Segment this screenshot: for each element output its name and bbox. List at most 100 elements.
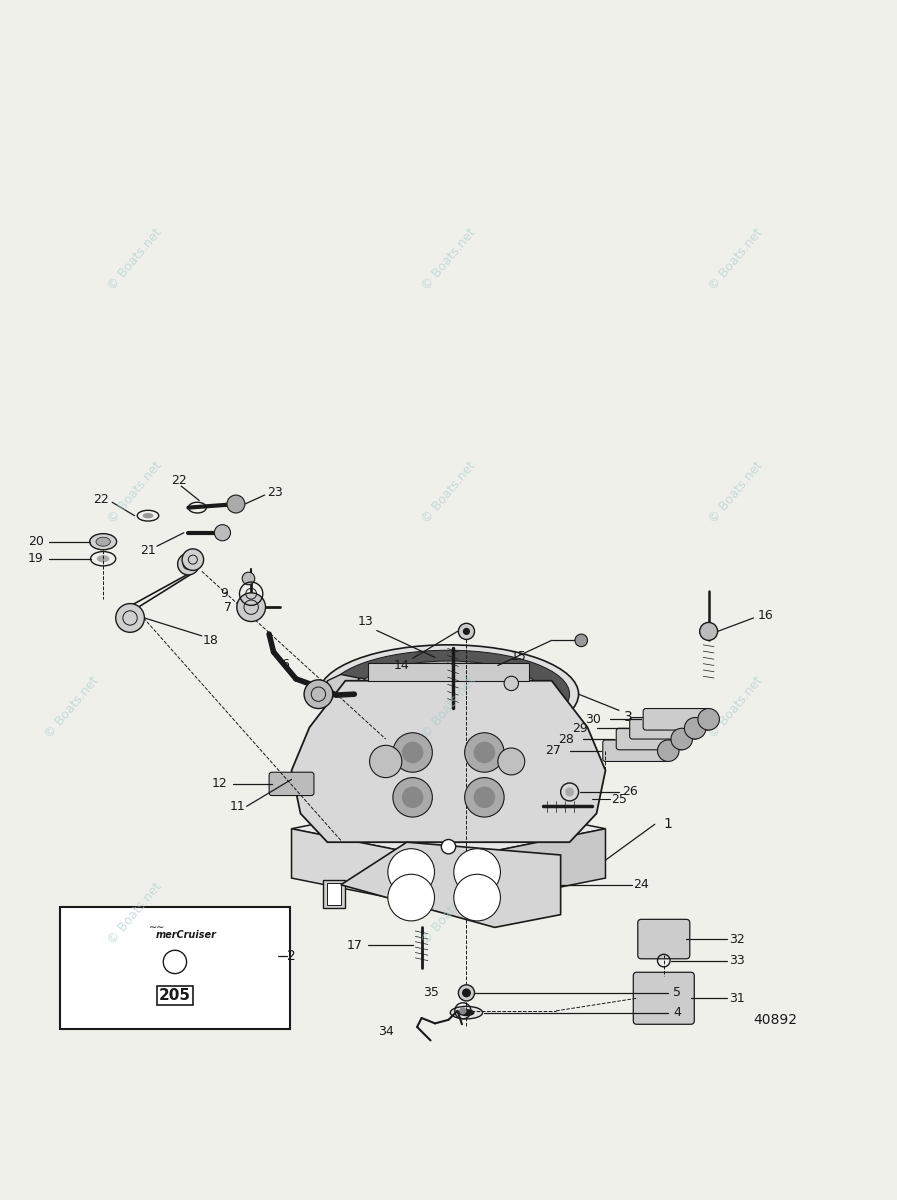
Text: 23: 23 [267,486,283,499]
Ellipse shape [354,678,369,710]
Circle shape [463,628,470,635]
Circle shape [393,733,432,773]
FancyBboxPatch shape [60,907,290,1028]
Text: 26: 26 [622,786,638,798]
Circle shape [684,718,706,739]
Circle shape [182,548,204,570]
Circle shape [393,778,432,817]
Text: 32: 32 [729,932,745,946]
Circle shape [370,745,402,778]
Circle shape [658,740,679,762]
Polygon shape [292,797,605,860]
Ellipse shape [458,1009,475,1016]
Ellipse shape [318,644,579,744]
Ellipse shape [354,661,543,727]
Circle shape [441,840,456,854]
Circle shape [242,572,255,584]
Text: © Boats.net: © Boats.net [706,674,765,742]
Text: 40892: 40892 [753,1013,797,1027]
Polygon shape [292,829,448,910]
Circle shape [575,634,588,647]
Text: 6: 6 [282,658,289,671]
Text: 12: 12 [212,778,228,791]
FancyBboxPatch shape [633,972,694,1025]
Text: © Boats.net: © Boats.net [105,226,164,293]
Circle shape [671,728,692,750]
Text: 15: 15 [510,650,527,664]
Circle shape [178,553,199,575]
Text: merCruiser: merCruiser [156,930,216,940]
Text: 30: 30 [585,713,601,726]
Text: © Boats.net: © Boats.net [105,458,164,526]
Text: 205: 205 [159,989,191,1003]
Polygon shape [292,680,605,842]
Circle shape [458,623,475,640]
Polygon shape [341,842,561,928]
Text: 7: 7 [224,601,231,613]
Circle shape [474,786,495,808]
Polygon shape [323,880,345,907]
Circle shape [565,787,574,797]
Ellipse shape [90,534,117,550]
Circle shape [698,708,719,730]
FancyBboxPatch shape [638,919,690,959]
Text: 11: 11 [230,800,246,812]
Ellipse shape [96,538,110,546]
Circle shape [402,742,423,763]
Circle shape [227,496,245,512]
Text: 14: 14 [394,659,410,672]
Text: 35: 35 [423,986,440,1000]
Text: 20: 20 [28,535,44,548]
Circle shape [700,623,718,641]
Text: 13: 13 [358,616,374,628]
FancyBboxPatch shape [603,740,671,762]
Text: © Boats.net: © Boats.net [105,881,164,947]
Circle shape [459,1007,466,1014]
Text: © Boats.net: © Boats.net [419,458,478,526]
Text: 1: 1 [664,817,673,832]
Text: © Boats.net: © Boats.net [706,226,765,293]
Circle shape [388,848,434,895]
Circle shape [402,786,423,808]
Text: 3: 3 [623,709,632,724]
Circle shape [116,604,144,632]
Text: 4: 4 [674,1006,681,1019]
Text: ∼∼: ∼∼ [149,922,165,932]
Text: © Boats.net: © Boats.net [419,881,478,947]
Circle shape [304,680,333,708]
Text: 9: 9 [221,587,228,600]
Ellipse shape [426,685,471,703]
Text: 5: 5 [674,986,681,1000]
Polygon shape [448,829,605,910]
Text: 28: 28 [558,732,574,745]
Ellipse shape [143,512,153,518]
Text: 24: 24 [633,878,649,892]
Ellipse shape [327,650,570,738]
Ellipse shape [97,556,109,563]
Text: © Boats.net: © Boats.net [42,674,101,742]
Circle shape [462,989,471,997]
FancyBboxPatch shape [643,708,711,730]
Text: 34: 34 [378,1025,394,1038]
Text: 25: 25 [611,793,627,805]
Circle shape [465,733,504,773]
Text: 31: 31 [729,991,745,1004]
Circle shape [474,742,495,763]
Ellipse shape [450,1007,483,1019]
FancyBboxPatch shape [616,728,684,750]
Text: © Boats.net: © Boats.net [419,226,478,293]
Circle shape [504,677,518,690]
FancyBboxPatch shape [630,718,698,739]
Text: 21: 21 [140,544,156,557]
Text: 27: 27 [544,744,561,757]
Polygon shape [368,662,529,680]
Text: © Boats.net: © Boats.net [419,674,478,742]
Circle shape [454,848,501,895]
Text: 16: 16 [757,608,773,622]
Text: 22: 22 [171,474,187,487]
Circle shape [465,778,504,817]
Circle shape [388,875,434,920]
Polygon shape [327,674,359,714]
Text: 22: 22 [93,493,109,506]
Text: © Boats.net: © Boats.net [706,458,765,526]
